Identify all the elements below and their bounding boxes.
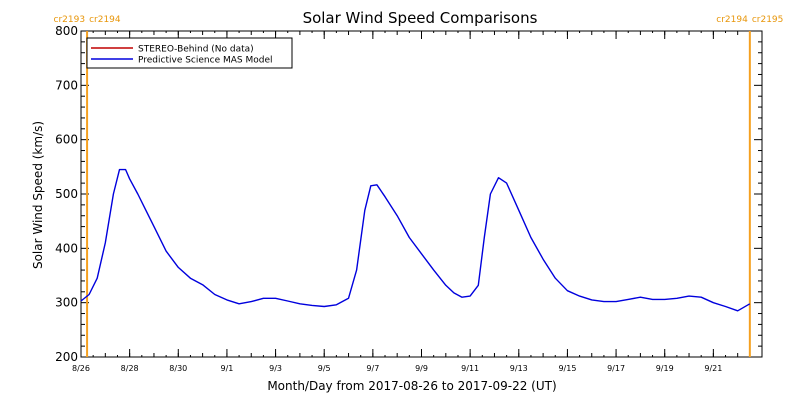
y-tick-label: 700 bbox=[55, 78, 78, 92]
y-tick-label: 400 bbox=[55, 241, 78, 255]
y-tick-label: 300 bbox=[55, 296, 78, 310]
carrington-label-left: cr2193 bbox=[54, 15, 86, 25]
x-tick-label: 9/3 bbox=[269, 364, 282, 373]
legend-entry-label: STEREO-Behind (No data) bbox=[138, 45, 254, 55]
x-tick-label: 8/30 bbox=[169, 364, 187, 373]
y-tick-label: 500 bbox=[55, 187, 78, 201]
x-tick-label: 9/5 bbox=[318, 364, 331, 373]
series-lines bbox=[80, 168, 751, 312]
x-tick-label: 9/19 bbox=[656, 364, 674, 373]
series-line bbox=[80, 168, 751, 312]
x-tick-label: 8/28 bbox=[121, 364, 139, 373]
carrington-label-left: cr2194 bbox=[716, 15, 748, 25]
x-tick-label: 8/26 bbox=[72, 364, 90, 373]
plot-frame bbox=[80, 30, 763, 358]
y-tick-label: 200 bbox=[55, 350, 78, 364]
x-tick-label: 9/1 bbox=[220, 364, 233, 373]
legend-entry-label: Predictive Science MAS Model bbox=[138, 56, 273, 66]
carrington-label-right: cr2195 bbox=[752, 15, 784, 25]
legend: STEREO-Behind (No data)Predictive Scienc… bbox=[86, 37, 293, 69]
x-tick-label: 9/13 bbox=[510, 364, 528, 373]
x-axis-label: Month/Day from 2017-08-26 to 2017-09-22 … bbox=[267, 379, 556, 393]
y-axis: 200 300 400 500 600 700 800 bbox=[55, 24, 762, 364]
x-tick-label: 9/9 bbox=[415, 364, 428, 373]
y-tick-label: 600 bbox=[55, 133, 78, 147]
x-tick-label: 9/7 bbox=[366, 364, 379, 373]
x-tick-label: 9/21 bbox=[704, 364, 722, 373]
legend-box bbox=[86, 37, 293, 69]
y-axis-label: Solar Wind Speed (km/s) bbox=[31, 121, 45, 269]
carrington-markers: cr2193 cr2194 cr2194 cr2195 bbox=[54, 15, 784, 357]
x-axis: 8/26 8/28 8/30 9/1 9/3 9/5 9/7 9/9 9/11 9/13 9/15 9… bbox=[72, 31, 763, 373]
x-tick-label: 9/11 bbox=[461, 364, 479, 373]
carrington-label-right: cr2194 bbox=[89, 15, 121, 25]
x-tick-label: 9/15 bbox=[558, 364, 576, 373]
x-tick-label: 9/17 bbox=[607, 364, 625, 373]
y-tick-label: 800 bbox=[55, 24, 78, 38]
chart-title: Solar Wind Speed Comparisons bbox=[303, 9, 538, 27]
